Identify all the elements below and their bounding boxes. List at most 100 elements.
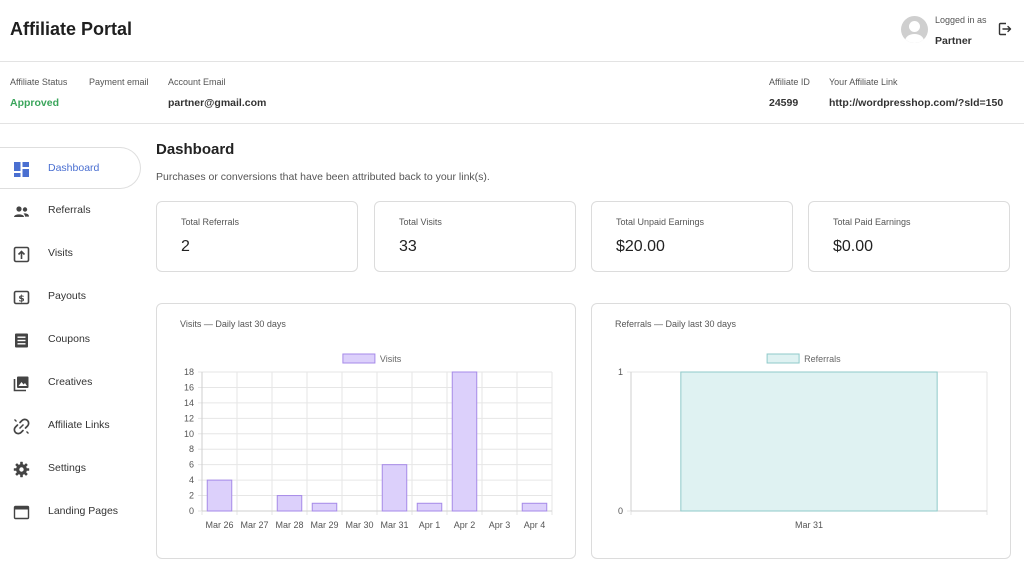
legend-swatch — [766, 353, 800, 364]
affiliate-id-value: 24599 — [769, 97, 799, 109]
affiliate-status-value: Approved — [10, 97, 60, 109]
stat-label: Total Paid Earnings — [833, 217, 911, 227]
y-tick-label: 0 — [618, 506, 623, 516]
affiliate-info-bar: Affiliate Status Approved Payment email … — [0, 62, 1024, 124]
payment-email-label: Payment email — [89, 77, 149, 87]
legend-swatch — [342, 353, 376, 364]
gear-icon — [13, 461, 30, 478]
x-tick-label: Apr 2 — [454, 520, 476, 530]
chart-title: Referrals — Daily last 30 days — [615, 319, 737, 329]
avatar[interactable] — [901, 16, 928, 43]
sidebar-item-creatives[interactable]: Creatives — [0, 362, 141, 404]
sidebar-item-label: Payouts — [48, 290, 86, 302]
referrals-chart: Referrals 0 1 Mar 31 — [618, 353, 988, 530]
y-tick-label: 12 — [184, 413, 194, 423]
y-tick-label: 10 — [184, 429, 194, 439]
sidebar-item-label: Dashboard — [48, 162, 100, 174]
visits-chart: Visits 0 2 4 6 8 10 12 14 16 18 Mar 26 Mar 27 Mar 28 M… — [184, 353, 553, 530]
bar — [311, 502, 338, 512]
sidebar-item-label: Coupons — [48, 333, 91, 345]
x-tick-label: Apr 3 — [489, 520, 511, 530]
y-tick-label: 14 — [184, 398, 194, 408]
affiliate-status-label: Affiliate Status — [10, 77, 68, 87]
y-tick-label: 8 — [189, 444, 194, 454]
link-icon — [13, 418, 30, 435]
images-icon — [13, 376, 29, 392]
people-icon — [14, 206, 29, 217]
sidebar-item-payouts[interactable]: $ Payouts — [0, 276, 141, 318]
affiliate-link-value[interactable]: http://wordpresshop.com/?sld=150 — [829, 97, 1004, 109]
sidebar-item-affiliate-links[interactable]: Affiliate Links — [0, 405, 141, 447]
stat-label: Total Referrals — [181, 217, 240, 227]
svg-text:$: $ — [18, 294, 24, 304]
x-tick-label: Mar 29 — [310, 520, 338, 530]
account-email-label: Account Email — [168, 77, 226, 87]
x-tick-label: Mar 31 — [380, 520, 408, 530]
sidebar-item-landing-pages[interactable]: Landing Pages — [0, 491, 141, 533]
y-tick-label: 16 — [184, 382, 194, 392]
bar — [451, 371, 478, 512]
sidebar-item-coupons[interactable]: Coupons — [0, 319, 141, 361]
y-tick-label: 0 — [189, 506, 194, 516]
page-subtitle: Purchases or conversions that have been … — [156, 171, 490, 183]
y-tick-label: 6 — [189, 460, 194, 470]
stat-value: 33 — [399, 238, 417, 255]
stat-label: Total Unpaid Earnings — [616, 217, 705, 227]
visits-icon — [13, 246, 30, 263]
x-tick-label: Mar 26 — [205, 520, 233, 530]
browser-icon — [13, 505, 30, 520]
legend-label: Referrals — [804, 354, 841, 364]
stat-label: Total Visits — [399, 217, 442, 227]
referrals-chart-card: Referrals — Daily last 30 days Referrals… — [591, 303, 1011, 559]
visits-chart-card: Visits — Daily last 30 days Visits 0 2 4 6 8 1… — [156, 303, 576, 559]
page-title: Dashboard — [156, 141, 235, 158]
x-tick-label: Apr 1 — [419, 520, 441, 530]
sidebar-item-dashboard[interactable]: Dashboard — [0, 147, 141, 189]
sidebar-item-label: Visits — [48, 247, 73, 259]
sidebar-item-visits[interactable]: Visits — [0, 233, 141, 275]
stat-value: $0.00 — [833, 238, 874, 255]
bar — [521, 502, 548, 512]
coupon-icon — [15, 333, 28, 348]
sidebar-item-label: Affiliate Links — [48, 419, 110, 431]
bar — [680, 371, 938, 512]
dollar-icon: $ — [13, 290, 30, 305]
sidebar-item-label: Landing Pages — [48, 505, 119, 517]
x-tick-label: Mar 31 — [795, 520, 823, 530]
stat-card-total-visits: Total Visits 33 — [374, 201, 576, 272]
bar — [381, 464, 408, 512]
x-tick-label: Apr 4 — [524, 520, 546, 530]
stat-card-total-unpaid-earnings: Total Unpaid Earnings $20.00 — [591, 201, 793, 272]
x-tick-label: Mar 30 — [345, 520, 373, 530]
sidebar: Dashboard Referrals Visits $ Payouts — [0, 124, 141, 586]
stat-value: $20.00 — [616, 238, 665, 255]
top-bar: Affiliate Portal Logged in as Partner — [0, 0, 1024, 62]
sidebar-item-label: Referrals — [48, 204, 91, 216]
bar — [206, 479, 233, 512]
logout-icon[interactable] — [998, 22, 1012, 36]
stat-card-total-referrals: Total Referrals 2 — [156, 201, 358, 272]
sidebar-item-label: Creatives — [48, 376, 93, 388]
legend-label: Visits — [380, 354, 402, 364]
stat-card-total-paid-earnings: Total Paid Earnings $0.00 — [808, 201, 1010, 272]
bar — [416, 502, 443, 512]
sidebar-item-settings[interactable]: Settings — [0, 448, 141, 490]
y-tick-label: 18 — [184, 367, 194, 377]
user-name: Partner — [935, 35, 972, 47]
dashboard-icon — [14, 162, 29, 177]
x-tick-label: Mar 28 — [275, 520, 303, 530]
sidebar-item-referrals[interactable]: Referrals — [0, 190, 141, 232]
y-tick-label: 1 — [618, 367, 623, 377]
x-tick-label: Mar 27 — [240, 520, 268, 530]
logged-in-label: Logged in as — [935, 15, 987, 25]
sidebar-item-label: Settings — [48, 462, 86, 474]
affiliate-link-label: Your Affiliate Link — [829, 77, 898, 87]
bar — [276, 495, 303, 512]
app-title: Affiliate Portal — [10, 19, 133, 39]
y-tick-label: 4 — [189, 475, 194, 485]
stat-value: 2 — [181, 238, 190, 255]
y-tick-label: 2 — [189, 491, 194, 501]
account-email-value: partner@gmail.com — [168, 97, 267, 109]
affiliate-id-label: Affiliate ID — [769, 77, 810, 87]
chart-title: Visits — Daily last 30 days — [180, 319, 286, 329]
